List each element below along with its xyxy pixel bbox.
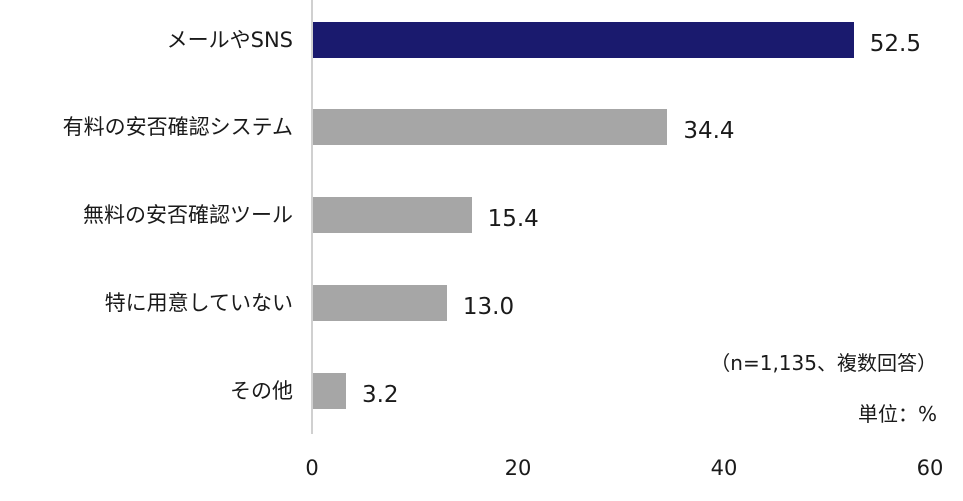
unit-note: 単位：% [857,402,937,426]
y-axis-line [311,0,313,434]
x-tick-label: 60 [916,456,944,480]
bar [313,285,447,321]
category-label: 特に用意していない [104,291,293,315]
sample-size-note: （n=1,135、複数回答） [710,351,937,375]
category-label: 有料の安否確認システム [62,115,293,139]
category-label: メールやSNS [166,28,293,52]
bar [313,373,346,409]
value-label: 15.4 [487,206,539,232]
x-tick-label: 40 [710,456,738,480]
bar [313,22,854,58]
value-label: 52.5 [869,31,921,57]
value-label: 3.2 [361,382,399,408]
x-tick-label: 0 [305,456,319,480]
bar [313,197,472,233]
value-label: 34.4 [683,118,735,144]
value-label: 13.0 [462,294,515,320]
category-label: 無料の安否確認ツール [83,203,293,227]
category-label: その他 [230,379,293,403]
x-tick-label: 20 [504,456,532,480]
bar [313,109,668,145]
